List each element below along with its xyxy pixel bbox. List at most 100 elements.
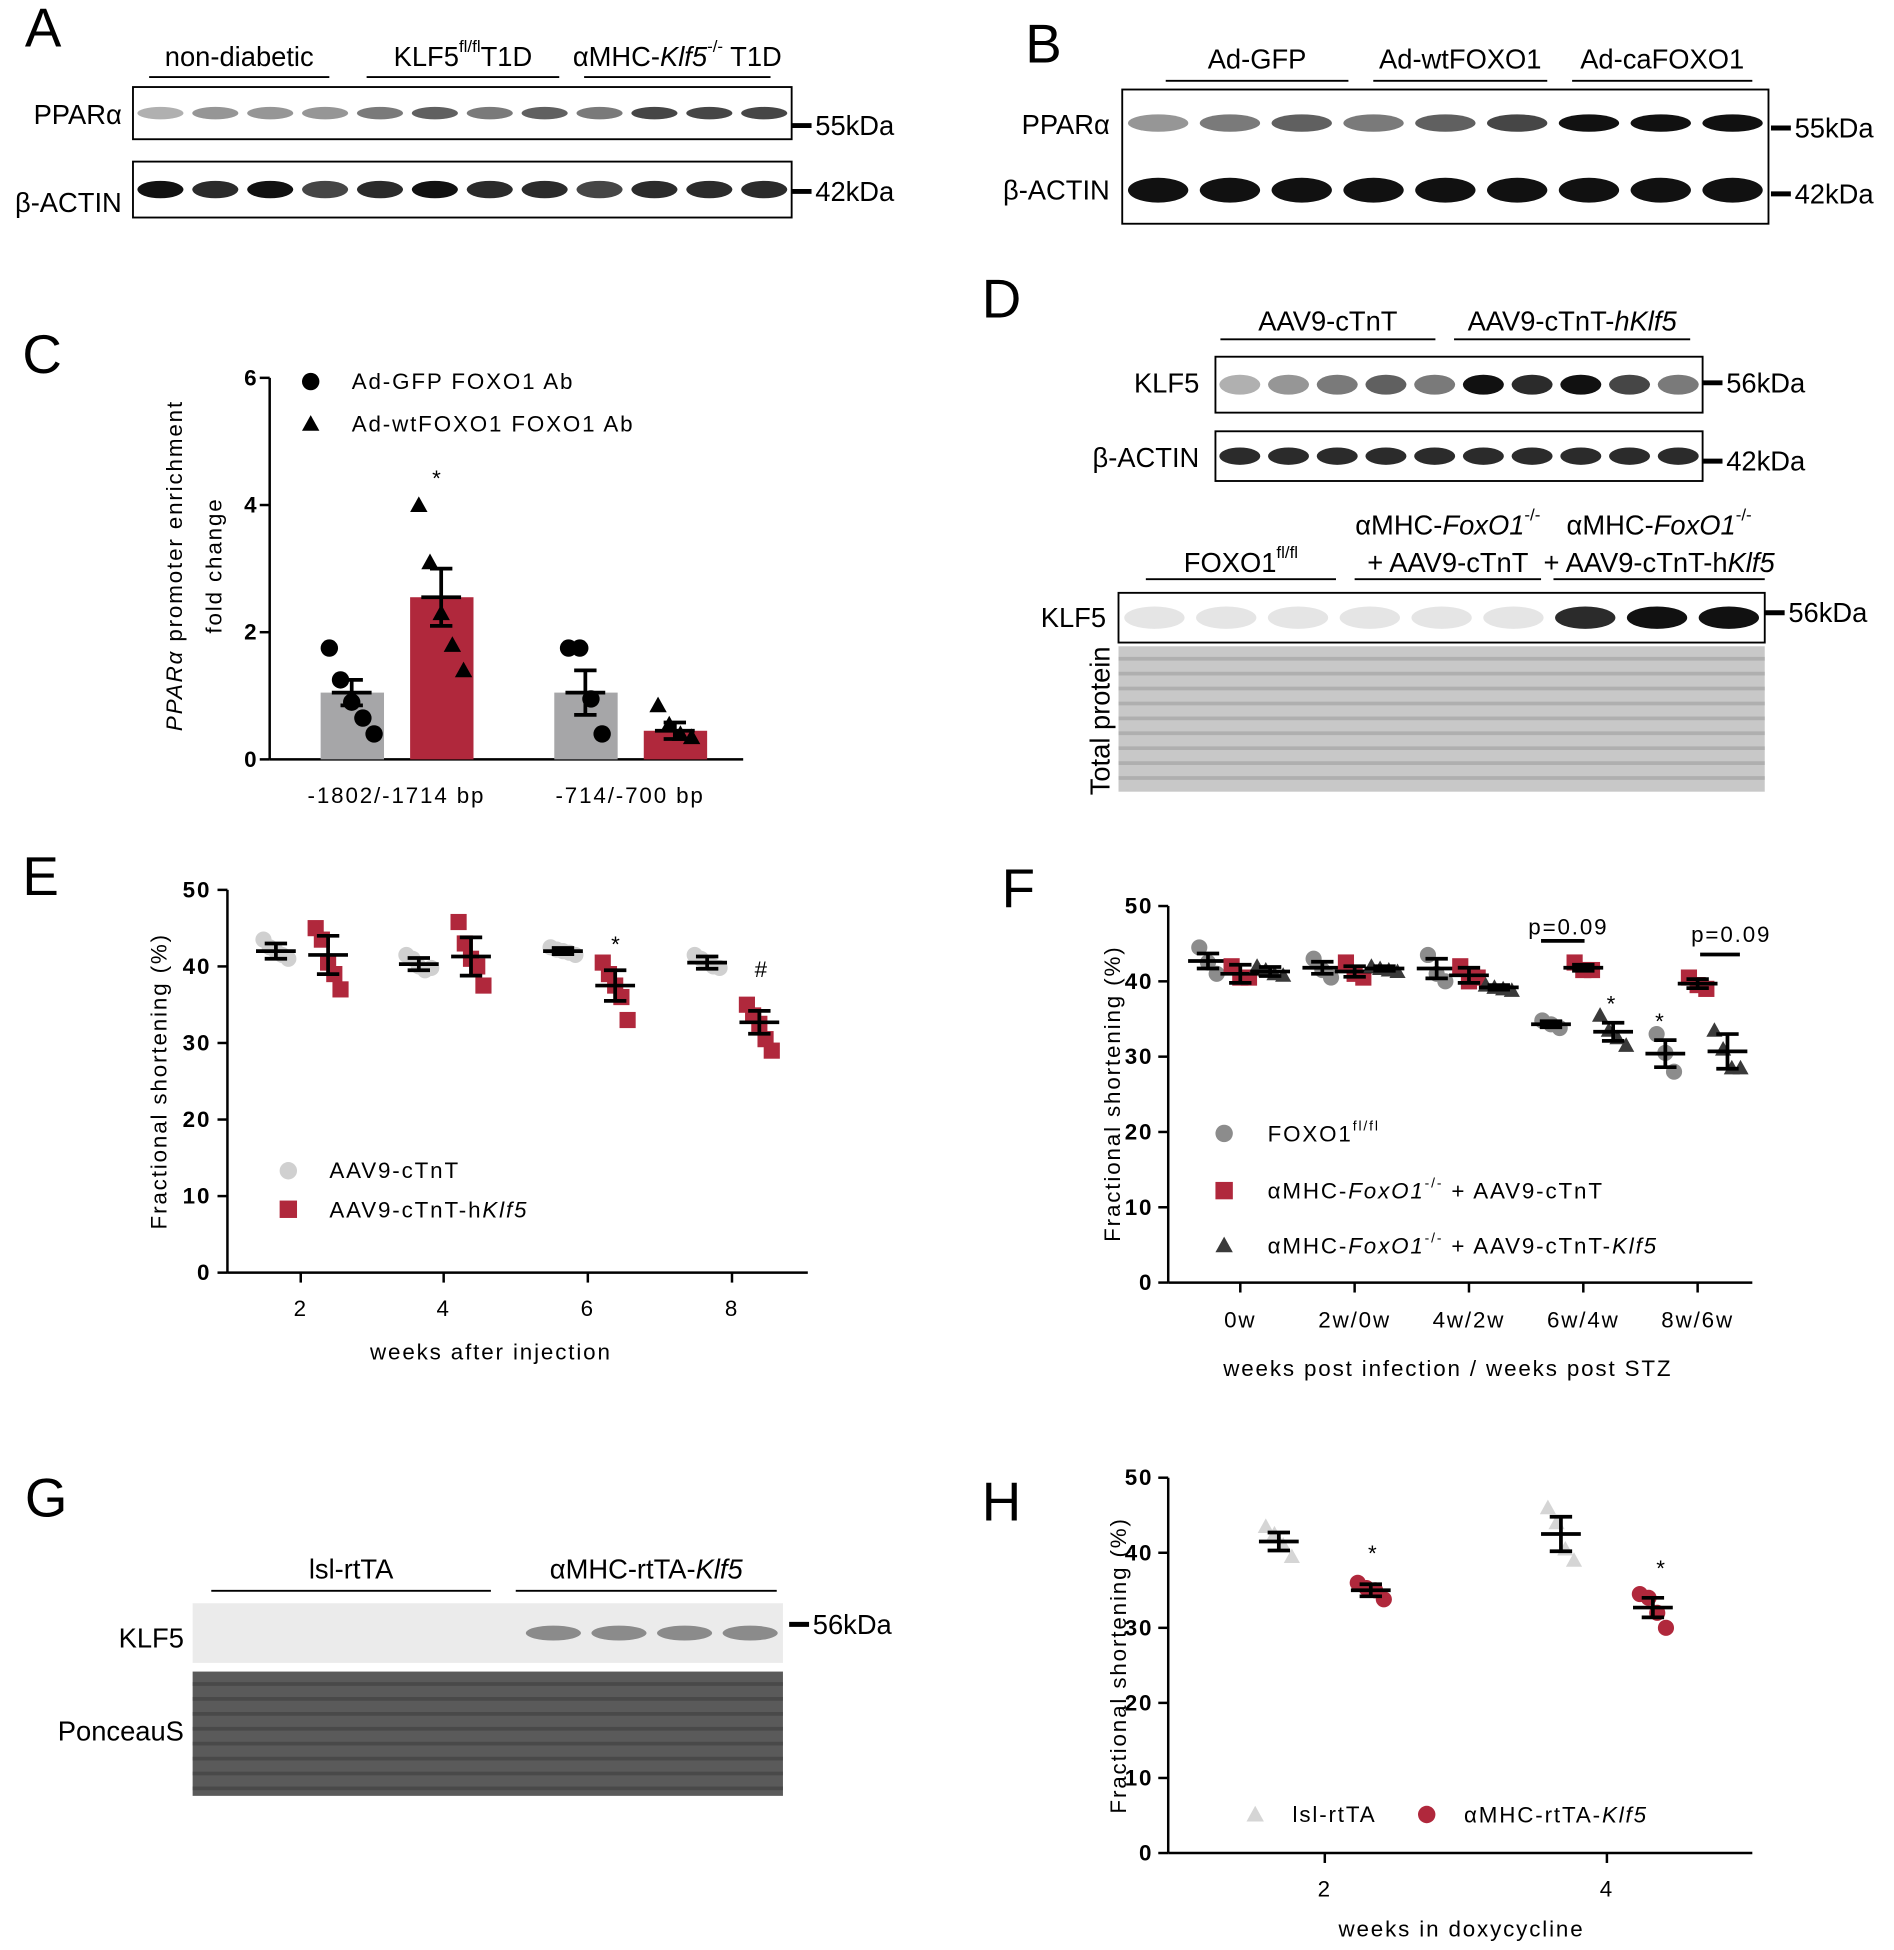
y-tick-label: 50: [1125, 894, 1154, 919]
row-label: β-ACTIN: [15, 187, 122, 218]
point: [1732, 1059, 1749, 1075]
text-run: -/-: [707, 37, 723, 56]
text-run: -/-: [1524, 505, 1540, 524]
blot-band: [1365, 447, 1407, 465]
panel-letter: B: [1025, 13, 1061, 75]
group-label: KLF5fl/flT1D: [394, 37, 533, 71]
panel-letter: D: [982, 267, 1021, 329]
point: [1257, 1518, 1274, 1533]
chart: 0 10 20 30 40 50 0w 2w/0w 4w/2w 6w/4w 8w/6w weeks p…: [1100, 894, 1771, 1381]
point: [763, 1042, 780, 1059]
blot-strip: [132, 86, 793, 141]
blot-strip: [132, 160, 793, 219]
blot-band: [356, 106, 404, 120]
text-run: Ad-GFP: [1208, 43, 1307, 74]
text-run: αMHC-: [1567, 509, 1654, 540]
blot-band: [1219, 447, 1261, 465]
point: [1565, 1552, 1583, 1567]
blot-band: [1343, 177, 1404, 203]
y-tick-label: 40: [1125, 969, 1154, 994]
row-label: PPARα: [1022, 109, 1110, 140]
blot-band: [1196, 606, 1257, 629]
y-tick-label: 40: [1125, 1540, 1154, 1565]
x-tick-label: 4: [437, 1296, 451, 1321]
blot-band: [631, 106, 678, 120]
blot-band: [1702, 177, 1763, 203]
x-tick-label: 4w/2w: [1433, 1307, 1506, 1332]
annotation: *: [1656, 1556, 1667, 1581]
blot-band: [1558, 177, 1620, 203]
blot-band: [1462, 447, 1504, 465]
panel-letter: E: [22, 845, 58, 907]
blot-band: [1267, 606, 1329, 629]
blot-band: [466, 180, 513, 199]
y-axis-label: PPARα promoter enrichment: [161, 400, 186, 731]
point: [1191, 939, 1208, 956]
text-run: T1D: [481, 40, 533, 71]
text-run: Klf5: [1728, 546, 1776, 577]
text-run: αMHC-: [573, 40, 660, 71]
annotation: p=0.09: [1691, 922, 1771, 947]
point: [619, 1011, 636, 1029]
text-run: FoxO1: [1442, 509, 1524, 540]
point: [1248, 958, 1266, 973]
x-tick-label: 4: [1600, 1877, 1614, 1902]
group-label: + AAV9-cTnT: [1367, 546, 1529, 577]
text-run: PPARα: [161, 650, 186, 731]
point: [1618, 1037, 1635, 1052]
blot-band: [247, 180, 294, 199]
blot-band: [741, 106, 788, 120]
size-label: 42kDa: [815, 176, 895, 207]
row-label: PonceauS: [58, 1716, 184, 1747]
text-run: Ad-wtFOXO1: [1379, 43, 1541, 74]
text-run: FoxO1: [1348, 1233, 1424, 1258]
annotation: *: [1655, 1009, 1666, 1034]
point: [1419, 946, 1437, 964]
blot-band: [1560, 374, 1602, 395]
text-run: αMHC-rtTA-: [550, 1553, 696, 1584]
y-tick-label: 0: [244, 747, 258, 772]
group-label: αMHC-Klf5-/- T1D: [573, 37, 782, 71]
blot-band: [137, 180, 184, 199]
row-label: β-ACTIN: [1092, 442, 1199, 473]
blot-band: [1558, 114, 1620, 132]
group-label: αMHC-rtTA-Klf5: [550, 1553, 744, 1584]
group-label: Ad-GFP: [1208, 43, 1307, 74]
point: [443, 636, 462, 652]
blot-band: [1268, 447, 1309, 465]
blot-band: [302, 180, 349, 199]
gel-stain: [192, 1671, 783, 1796]
point: [421, 553, 439, 570]
y-tick-label: 30: [183, 1030, 212, 1055]
group-label: lsl-rtTA: [309, 1553, 394, 1584]
blot-band: [1199, 114, 1261, 132]
point: [280, 950, 297, 967]
group-label: αMHC-FoxO1-/-: [1567, 505, 1752, 540]
point: [410, 496, 428, 512]
blot-frame: [1121, 88, 1770, 225]
blot-band: [466, 106, 513, 120]
blot-band: [1630, 177, 1691, 203]
blot-band: [686, 180, 733, 199]
text-run: + AAV9-cTnT-: [1443, 1233, 1612, 1258]
blot-band: [192, 106, 239, 120]
row-label: KLF5: [1041, 602, 1106, 633]
x-tick-label: -714/-700 bp: [556, 783, 705, 808]
text-run: Klf5: [696, 1553, 744, 1584]
y-tick-label: 20: [183, 1107, 212, 1132]
legend-marker: [301, 372, 320, 391]
group-label: αMHC-FoxO1-/-: [1355, 505, 1540, 540]
blot-band: [521, 180, 568, 199]
x-tick-label: 2: [294, 1296, 308, 1321]
text-run: hKlf5: [1614, 305, 1677, 336]
blot-band: [525, 1625, 581, 1641]
blot-band: [1414, 447, 1456, 465]
blot-band: [1415, 177, 1476, 203]
blot-band: [1219, 374, 1261, 395]
blot-band: [1630, 114, 1691, 132]
annotation: p=0.09: [1528, 915, 1608, 940]
row-label: PPARα: [34, 99, 122, 130]
x-tick-label: -1802/-1714 bp: [308, 783, 486, 808]
y-tick-label: 4: [244, 493, 258, 518]
text-run: -/-: [1425, 1175, 1444, 1191]
